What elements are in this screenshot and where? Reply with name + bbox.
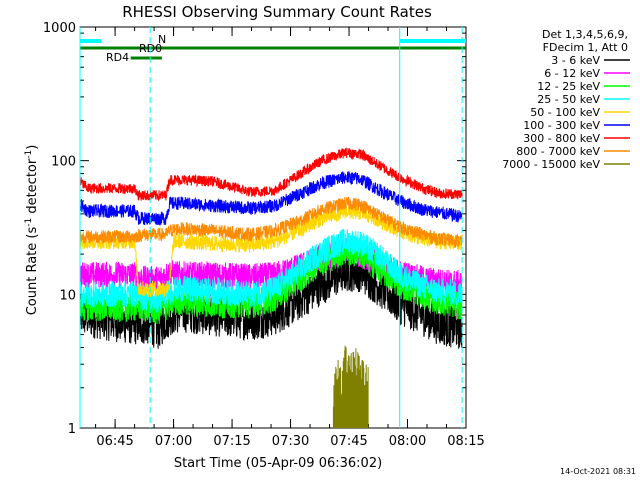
x-tick-label: 07:45 xyxy=(330,434,367,449)
legend-label: 7000 - 15000 keV xyxy=(502,158,600,171)
y-axis-label-sup1: -1 xyxy=(24,218,34,227)
y-axis-label-part2: detector xyxy=(25,158,40,218)
series-line xyxy=(332,345,369,428)
y-tick-label: 10 xyxy=(59,288,76,303)
x-tick-label: 07:15 xyxy=(213,434,250,449)
y-axis-label-sup2: -1 xyxy=(24,150,34,159)
x-axis-label: Start Time (05-Apr-09 06:36:02) xyxy=(174,456,382,471)
x-tick-label: 07:30 xyxy=(272,434,309,449)
y-axis-label-part1: Count Rate (s xyxy=(25,227,40,316)
legend-label: 300 - 800 keV xyxy=(523,132,600,145)
y-axis-label-part3: ) xyxy=(25,145,40,150)
time-markers xyxy=(79,27,463,428)
flag-label: N xyxy=(158,33,166,46)
series-line xyxy=(79,250,463,349)
legend-label: 800 - 7000 keV xyxy=(516,145,600,158)
legend-label: 3 - 6 keV xyxy=(551,54,600,67)
legend-header-line2: FDecim 1, Att 0 xyxy=(543,41,628,54)
legend-label: 100 - 300 keV xyxy=(523,119,600,132)
legend-header-line1: Det 1,3,4,5,6,9, xyxy=(542,28,628,41)
x-tick-label: 08:00 xyxy=(389,434,426,449)
series-line xyxy=(79,228,463,313)
footer-timestamp: 14-Oct-2021 08:31 xyxy=(560,467,636,476)
x-tick-label: 06:45 xyxy=(96,434,133,449)
flag-label: RD4 xyxy=(106,51,129,64)
series-line xyxy=(79,147,463,202)
legend-label: 12 - 25 keV xyxy=(537,80,600,93)
series-line xyxy=(79,171,463,227)
series-line xyxy=(79,196,463,249)
legend-label: 6 - 12 keV xyxy=(544,67,600,80)
legend-label: 25 - 50 keV xyxy=(537,93,600,106)
series-layer xyxy=(79,147,463,428)
chart-title: RHESSI Observing Summary Count Rates xyxy=(122,3,432,21)
legend-label: 50 - 100 keV xyxy=(530,106,600,119)
y-axis-label: Count Rate (s-1 detector-1) xyxy=(24,145,40,316)
flag-bars: NRD0RD4 xyxy=(80,33,466,64)
legend: Det 1,3,4,5,6,9, FDecim 1, Att 0 3 - 6 k… xyxy=(502,28,630,171)
y-tick-label: 1000 xyxy=(43,21,76,36)
x-tick-label: 07:00 xyxy=(155,434,192,449)
y-tick-label: 1 xyxy=(68,422,76,437)
x-tick-label: 08:15 xyxy=(447,434,484,449)
x-axis: 06:45 07:00 07:15 07:30 07:45 08:00 08:15 xyxy=(95,27,485,449)
y-tick-label: 100 xyxy=(51,155,76,170)
